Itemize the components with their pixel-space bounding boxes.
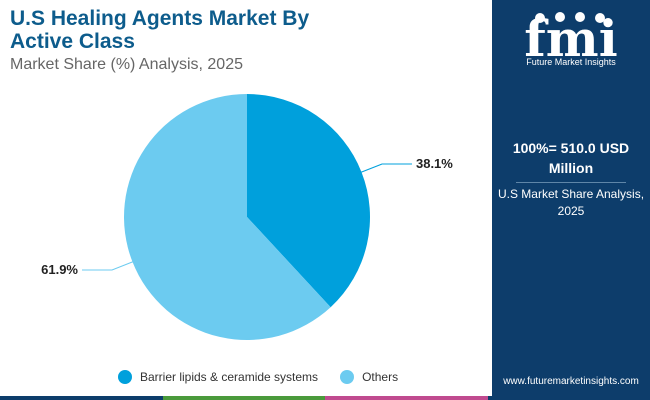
leader-line-0	[354, 164, 412, 175]
bar-segment-0	[0, 396, 163, 400]
logo-leaf-icon	[555, 12, 565, 22]
logo-bulb-icon	[595, 13, 605, 23]
logo-figure-icon	[575, 12, 585, 22]
legend-item-0: Barrier lipids & ceramide systems	[118, 370, 318, 384]
website-link[interactable]: www.futuremarketinsights.com	[492, 376, 650, 387]
bar-segment-3	[488, 396, 650, 400]
chart-area: U.S Healing Agents Market By Active Clas…	[0, 0, 492, 396]
bar-segment-2	[325, 396, 488, 400]
leader-line-1	[82, 259, 140, 270]
legend-label-0: Barrier lipids & ceramide systems	[140, 370, 318, 384]
logo-globe-icon	[535, 13, 545, 23]
side-panel: fmi Future Market Insights 100%= 510.0 U…	[492, 0, 650, 396]
pie-chart: 38.1% 61.9%	[0, 0, 492, 396]
data-label-0: 38.1%	[416, 156, 453, 171]
legend-swatch-0	[118, 370, 132, 384]
bottom-color-bar	[0, 396, 650, 400]
legend-label-1: Others	[362, 370, 398, 384]
bar-segment-1	[163, 396, 326, 400]
legend-swatch-1	[340, 370, 354, 384]
market-total: 100%= 510.0 USD Million	[492, 138, 650, 178]
brand-name: Future Market Insights	[492, 57, 650, 67]
chart-legend: Barrier lipids & ceramide systems Others	[118, 367, 420, 387]
data-label-1: 61.9%	[41, 262, 78, 277]
legend-item-1: Others	[340, 370, 398, 384]
panel-divider	[516, 182, 626, 183]
panel-caption: U.S Market Share Analysis, 2025	[492, 186, 650, 220]
